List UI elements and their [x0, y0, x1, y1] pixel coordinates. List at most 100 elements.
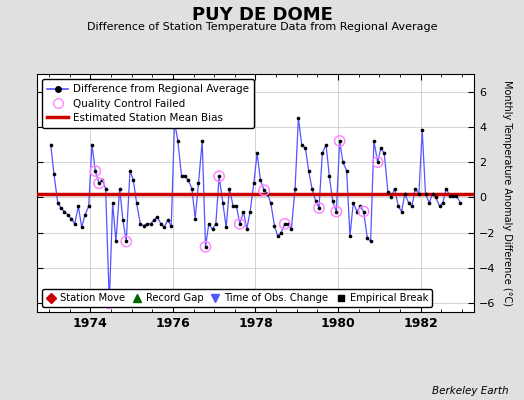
- Point: [119, 217, 127, 224]
- Point: [122, 238, 130, 245]
- Point: [322, 141, 330, 148]
- Point: [91, 168, 100, 174]
- Point: [442, 185, 450, 192]
- Point: [263, 191, 271, 197]
- Point: [108, 200, 117, 206]
- Point: [112, 238, 120, 245]
- Point: [312, 198, 320, 204]
- Point: [284, 221, 292, 227]
- Point: [308, 185, 316, 192]
- Point: [201, 244, 210, 250]
- Point: [232, 203, 241, 210]
- Text: Difference of Station Temperature Data from Regional Average: Difference of Station Temperature Data f…: [87, 22, 437, 32]
- Point: [332, 208, 341, 215]
- Point: [449, 192, 457, 199]
- Text: Berkeley Earth: Berkeley Earth: [432, 386, 508, 396]
- Point: [418, 127, 427, 134]
- Point: [280, 221, 289, 227]
- Point: [356, 203, 365, 210]
- Point: [95, 180, 103, 186]
- Point: [401, 191, 409, 197]
- Point: [64, 212, 72, 218]
- Point: [318, 150, 326, 156]
- Point: [177, 173, 185, 180]
- Point: [390, 185, 399, 192]
- Point: [98, 176, 106, 183]
- Point: [239, 208, 248, 215]
- Point: [280, 221, 289, 227]
- Point: [374, 159, 382, 165]
- Point: [136, 221, 145, 227]
- Point: [253, 150, 261, 156]
- Point: [446, 192, 454, 199]
- Point: [173, 138, 182, 144]
- Point: [146, 221, 155, 227]
- Point: [163, 217, 172, 224]
- Point: [370, 138, 378, 144]
- Point: [456, 200, 464, 206]
- Point: [304, 168, 313, 174]
- Point: [122, 238, 130, 245]
- Point: [105, 300, 114, 306]
- Point: [301, 145, 310, 151]
- Text: PUY DE DOME: PUY DE DOME: [192, 6, 332, 24]
- Point: [236, 221, 244, 227]
- Point: [394, 203, 402, 210]
- Point: [60, 208, 69, 215]
- Point: [181, 173, 189, 180]
- Point: [377, 145, 385, 151]
- Point: [215, 173, 223, 180]
- Point: [335, 138, 344, 144]
- Point: [291, 185, 299, 192]
- Point: [133, 200, 141, 206]
- Point: [421, 191, 430, 197]
- Point: [329, 198, 337, 204]
- Point: [219, 200, 227, 206]
- Point: [339, 159, 347, 165]
- Point: [439, 200, 447, 206]
- Point: [359, 208, 368, 215]
- Point: [374, 159, 382, 165]
- Point: [425, 200, 433, 206]
- Point: [315, 205, 323, 211]
- Point: [160, 224, 168, 230]
- Point: [435, 203, 444, 210]
- Point: [188, 185, 196, 192]
- Point: [91, 168, 100, 174]
- Point: [249, 180, 258, 186]
- Point: [215, 173, 223, 180]
- Point: [325, 173, 334, 180]
- Point: [102, 185, 110, 192]
- Point: [170, 118, 179, 125]
- Point: [343, 168, 351, 174]
- Point: [270, 222, 279, 229]
- Point: [201, 244, 210, 250]
- Point: [184, 176, 192, 183]
- Point: [246, 208, 254, 215]
- Point: [139, 222, 148, 229]
- Point: [332, 208, 341, 215]
- Point: [153, 214, 161, 220]
- Point: [256, 176, 265, 183]
- Point: [198, 138, 206, 144]
- Point: [222, 224, 231, 230]
- Point: [335, 138, 344, 144]
- Point: [212, 221, 220, 227]
- Point: [380, 150, 388, 156]
- Point: [81, 212, 89, 218]
- Point: [243, 226, 251, 232]
- Point: [204, 221, 213, 227]
- Point: [366, 238, 375, 245]
- Point: [50, 171, 58, 178]
- Point: [414, 191, 423, 197]
- Point: [408, 203, 416, 210]
- Point: [157, 221, 165, 227]
- Point: [74, 203, 83, 210]
- Point: [411, 185, 419, 192]
- Point: [294, 115, 302, 121]
- Point: [170, 118, 179, 125]
- Point: [428, 191, 436, 197]
- Point: [129, 176, 137, 183]
- Point: [277, 230, 285, 236]
- Point: [70, 221, 79, 227]
